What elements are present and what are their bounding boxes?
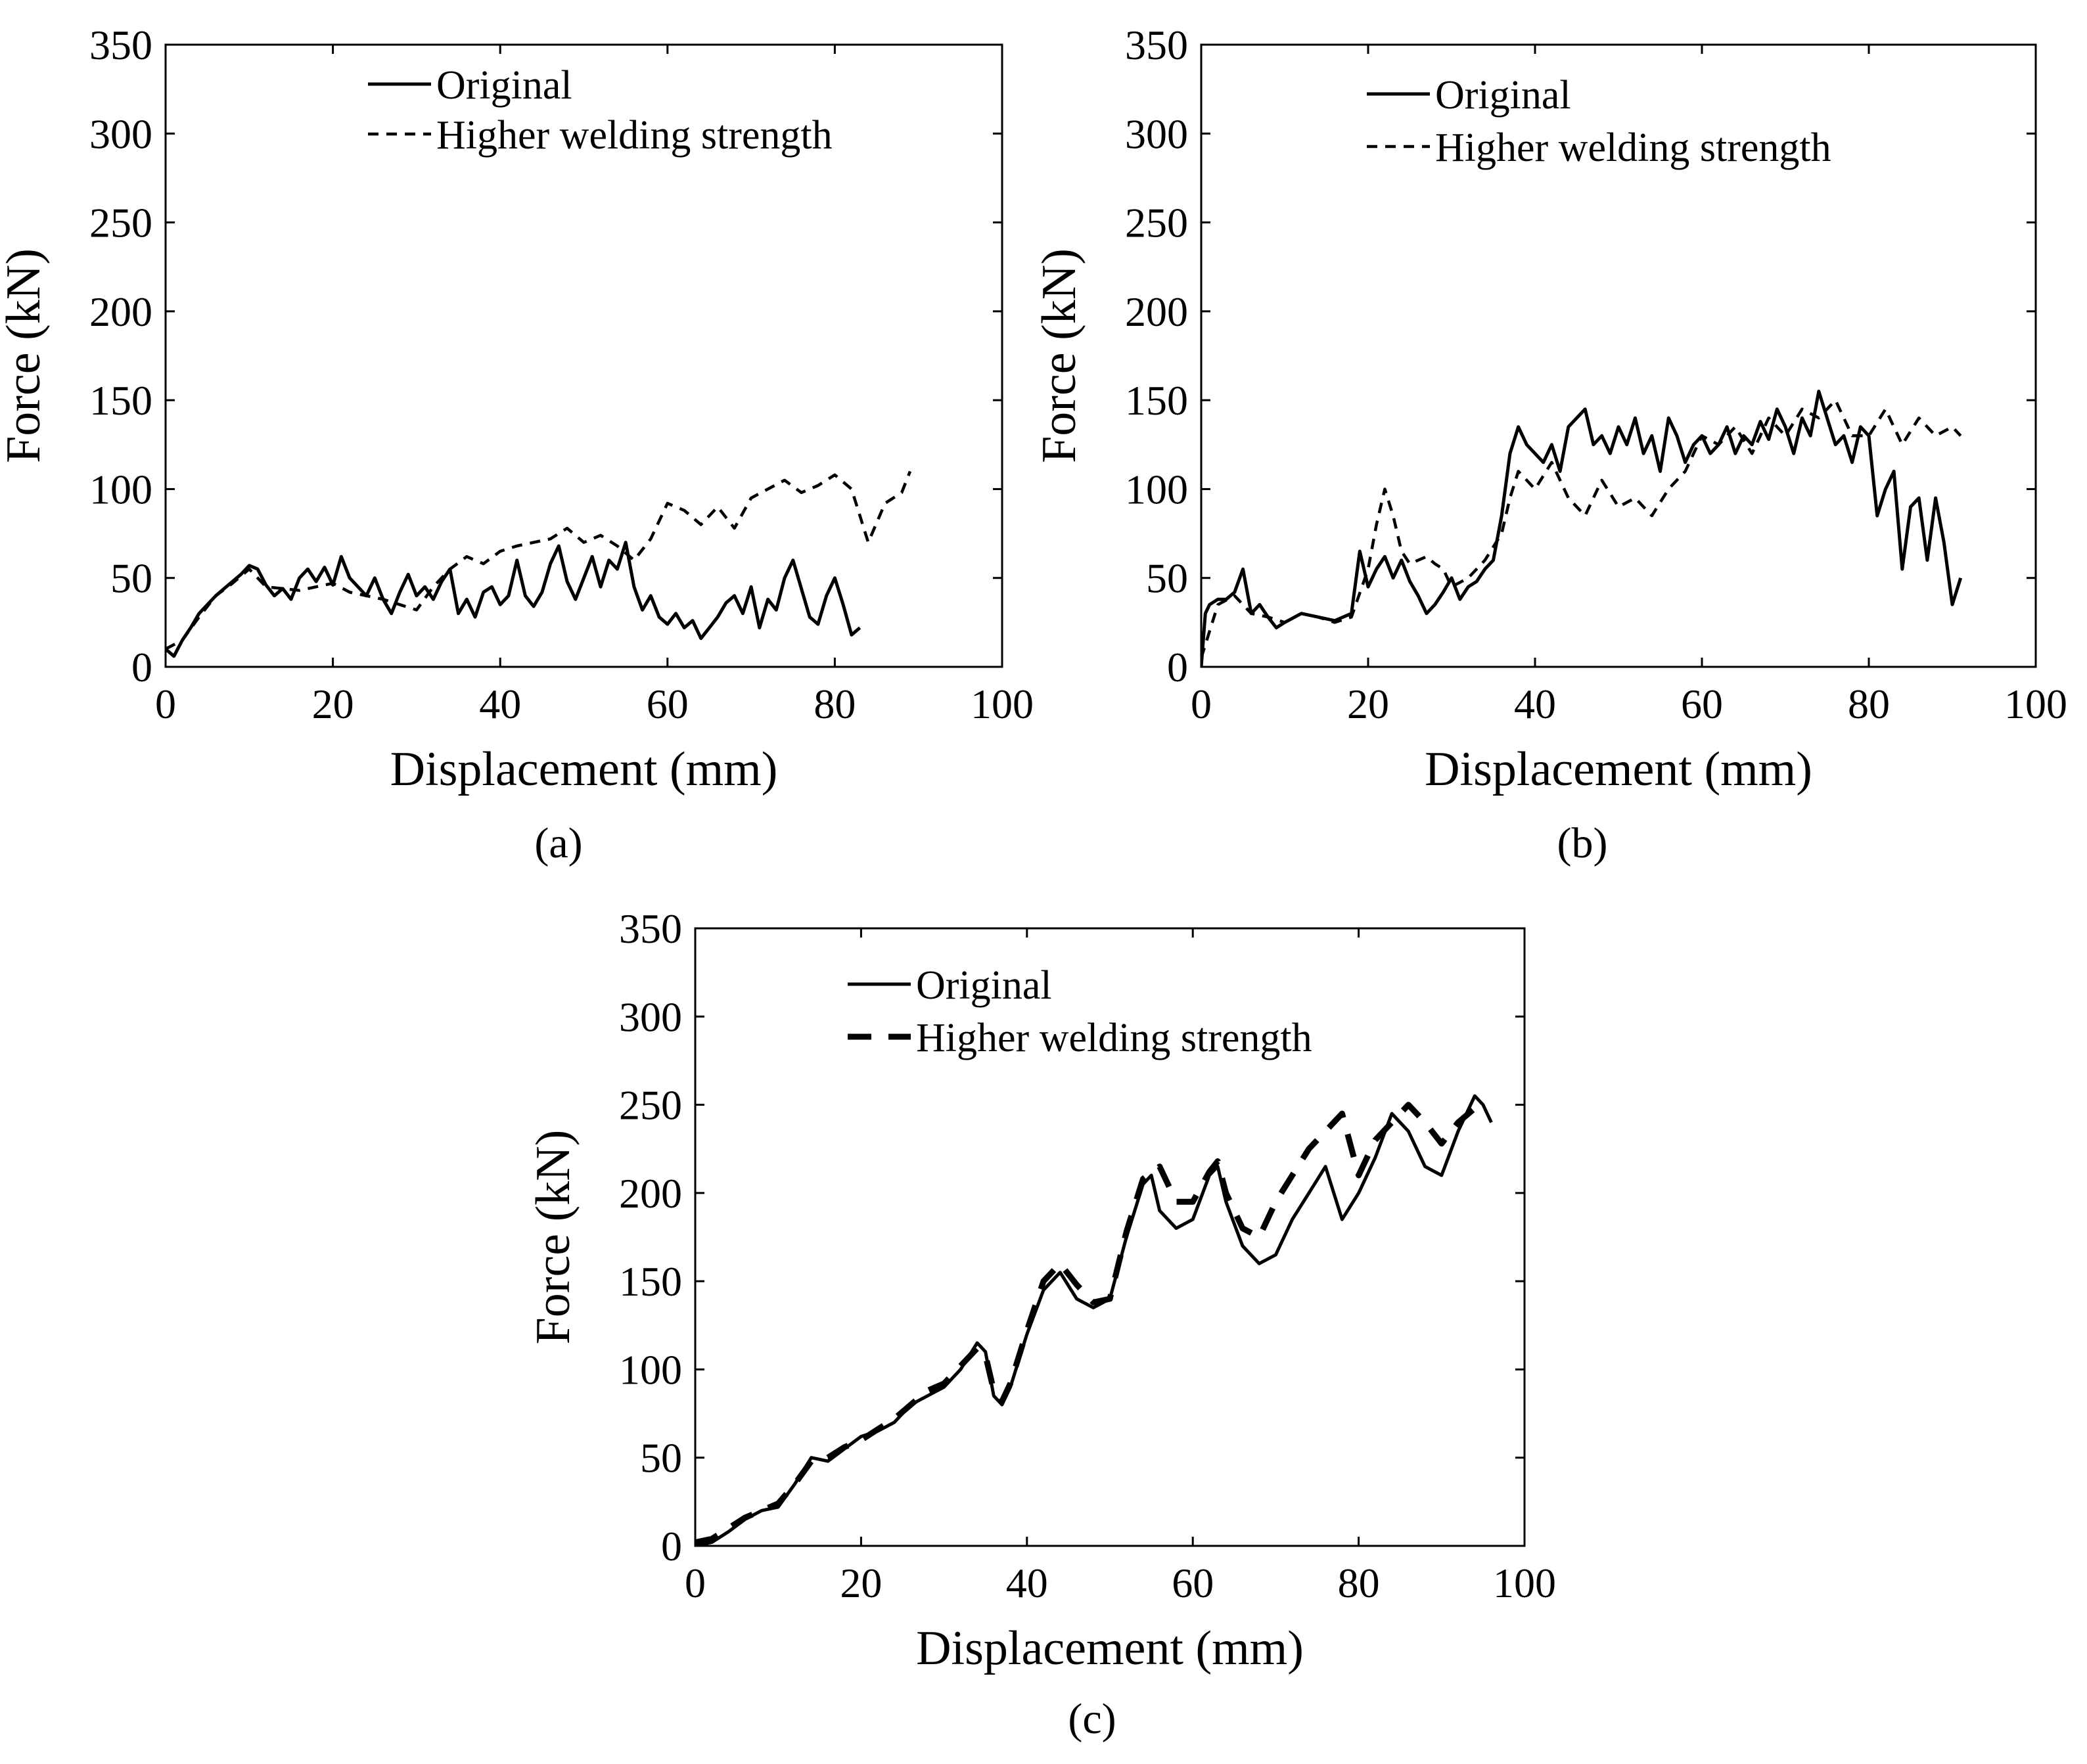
y-tick-label: 50 (640, 1435, 682, 1481)
y-tick-label: 100 (619, 1346, 682, 1393)
y-tick-label: 250 (89, 200, 152, 246)
x-tick-label: 60 (1681, 681, 1723, 727)
x-axis-label: Displacement (mm) (390, 742, 778, 796)
x-tick-label: 20 (1347, 681, 1389, 727)
y-tick-label: 50 (110, 555, 152, 602)
plot-area-frame (1200, 43, 2037, 668)
panel-caption: (b) (1557, 819, 1608, 867)
y-tick-label: 100 (89, 466, 152, 512)
x-tick-label: 100 (1493, 1560, 1556, 1606)
plot-area-frame (164, 43, 1003, 668)
x-tick-label: 100 (971, 681, 1034, 727)
y-tick-label: 200 (1125, 288, 1188, 335)
plot-area-frame (694, 927, 1526, 1547)
y-tick-label: 300 (1125, 110, 1188, 157)
y-tick-label: 350 (1125, 22, 1188, 68)
x-tick-label: 40 (479, 681, 521, 727)
y-axis-label: Force (kN) (526, 1130, 580, 1345)
x-tick-label: 0 (685, 1560, 706, 1606)
x-axis-label: Displacement (mm) (916, 1621, 1304, 1675)
y-axis-label: Force (kN) (1032, 248, 1086, 463)
x-tick-label: 20 (840, 1560, 882, 1606)
x-tick-label: 60 (1172, 1560, 1214, 1606)
y-tick-label: 300 (619, 993, 682, 1040)
y-tick-label: 200 (89, 288, 152, 335)
y-tick-label: 0 (661, 1523, 682, 1570)
panel-caption: (a) (534, 819, 582, 867)
legend-label-original: Original (1435, 73, 1571, 118)
chart-panel-3: 0 20 40 60 80 100 0 50 100 150 200 250 300 350 Displac… (526, 905, 1556, 1743)
y-tick-label: 0 (131, 644, 152, 690)
y-tick-label: 350 (89, 22, 152, 68)
chart-panel-1: 0 20 40 60 80 100 0 50 100 150 200 250 300 350 Displac… (0, 22, 1034, 867)
series-line-higher-welding-strength (166, 470, 912, 650)
y-tick-label: 150 (89, 377, 152, 424)
y-tick-label: 300 (89, 110, 152, 157)
series-line-original (695, 1094, 1493, 1546)
y-tick-label: 350 (619, 905, 682, 952)
series-line-original (1201, 390, 1963, 667)
y-tick-label: 200 (619, 1170, 682, 1217)
y-tick-label: 250 (619, 1082, 682, 1129)
legend-label-higher-welding-strength: Higher welding strength (1435, 125, 1831, 170)
legend-label-higher-welding-strength: Higher welding strength (436, 113, 833, 158)
series-line-higher-welding-strength (1201, 398, 1962, 659)
y-tick-label: 50 (1146, 555, 1188, 602)
x-tick-label: 20 (312, 681, 354, 727)
panel-caption: (c) (1068, 1695, 1116, 1743)
x-tick-label: 40 (1514, 681, 1556, 727)
legend-label-higher-welding-strength: Higher welding strength (916, 1016, 1312, 1060)
x-tick-label: 0 (155, 681, 176, 727)
legend-label-original: Original (916, 963, 1052, 1008)
y-tick-label: 150 (1125, 377, 1188, 424)
x-tick-label: 80 (1848, 681, 1890, 727)
chart-panel-2: 0 20 40 60 80 100 0 50 100 150 200 250 300 350 Displac… (1032, 22, 2067, 867)
x-axis-label: Displacement (mm) (1425, 742, 1812, 796)
y-tick-label: 150 (619, 1258, 682, 1305)
legend-label-original: Original (436, 63, 572, 108)
x-tick-label: 60 (647, 681, 689, 727)
series-line-higher-welding-strength (695, 1102, 1477, 1546)
y-tick-label: 100 (1125, 466, 1188, 512)
y-tick-label: 0 (1167, 644, 1188, 690)
x-tick-label: 80 (814, 681, 856, 727)
y-axis-label: Force (kN) (0, 248, 51, 463)
x-tick-label: 100 (2004, 681, 2067, 727)
y-tick-label: 250 (1125, 200, 1188, 246)
x-tick-label: 0 (1191, 681, 1212, 727)
series-line-original (166, 541, 861, 658)
x-tick-label: 80 (1338, 1560, 1380, 1606)
x-tick-label: 40 (1006, 1560, 1048, 1606)
